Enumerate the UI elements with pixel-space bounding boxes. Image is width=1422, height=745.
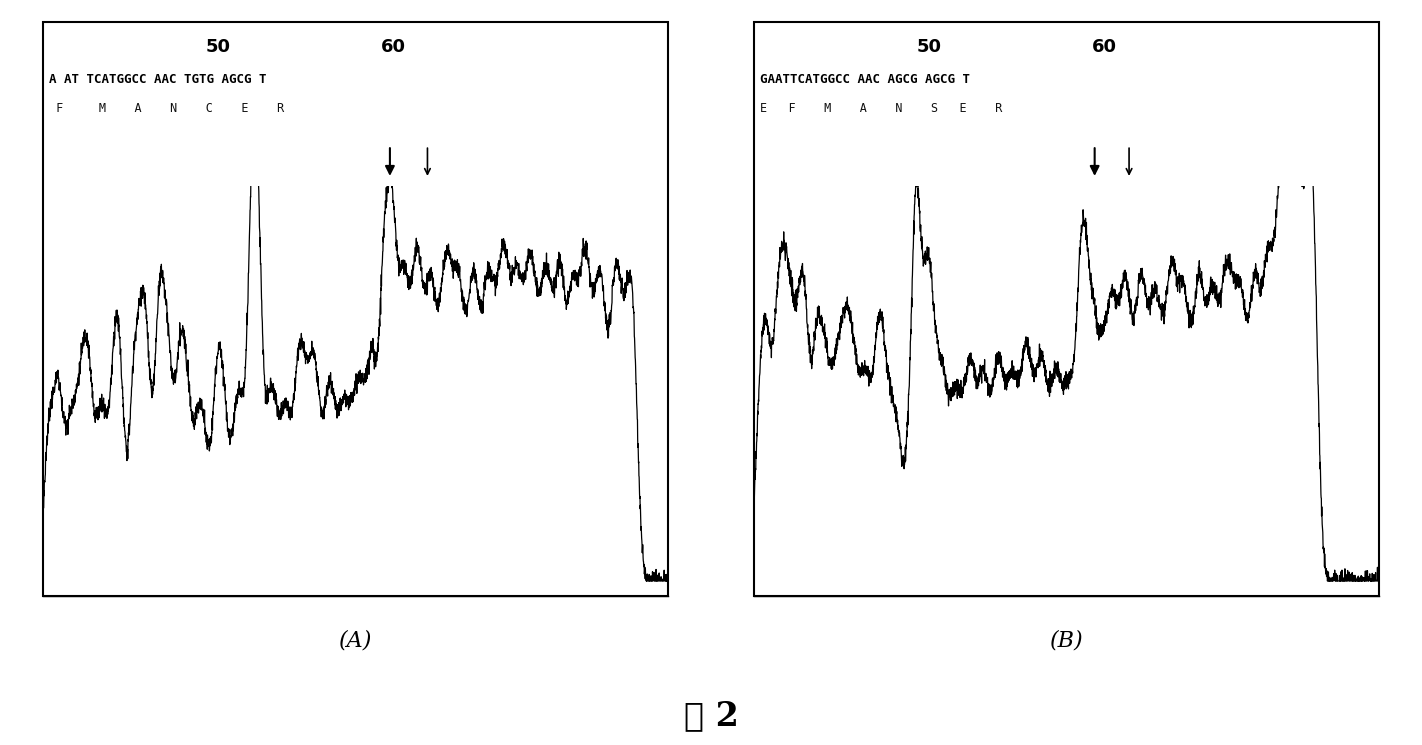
Text: 60: 60 bbox=[381, 38, 405, 56]
Text: 图 2: 图 2 bbox=[684, 699, 738, 732]
Text: GAATTCATGGCC AAC AGCG AGCG T: GAATTCATGGCC AAC AGCG AGCG T bbox=[759, 73, 970, 86]
Text: A AT TCATGGCC AAC TGTG AGCG T: A AT TCATGGCC AAC TGTG AGCG T bbox=[48, 73, 266, 86]
Text: 60: 60 bbox=[1092, 38, 1116, 56]
Text: F     M    A    N    C    E    R: F M A N C E R bbox=[48, 103, 284, 115]
Text: 50: 50 bbox=[205, 38, 230, 56]
Text: 50: 50 bbox=[916, 38, 941, 56]
Text: E   F    M    A    N    S   E    R: E F M A N S E R bbox=[759, 103, 1003, 115]
Text: (A): (A) bbox=[338, 630, 373, 652]
Text: (B): (B) bbox=[1049, 630, 1084, 652]
